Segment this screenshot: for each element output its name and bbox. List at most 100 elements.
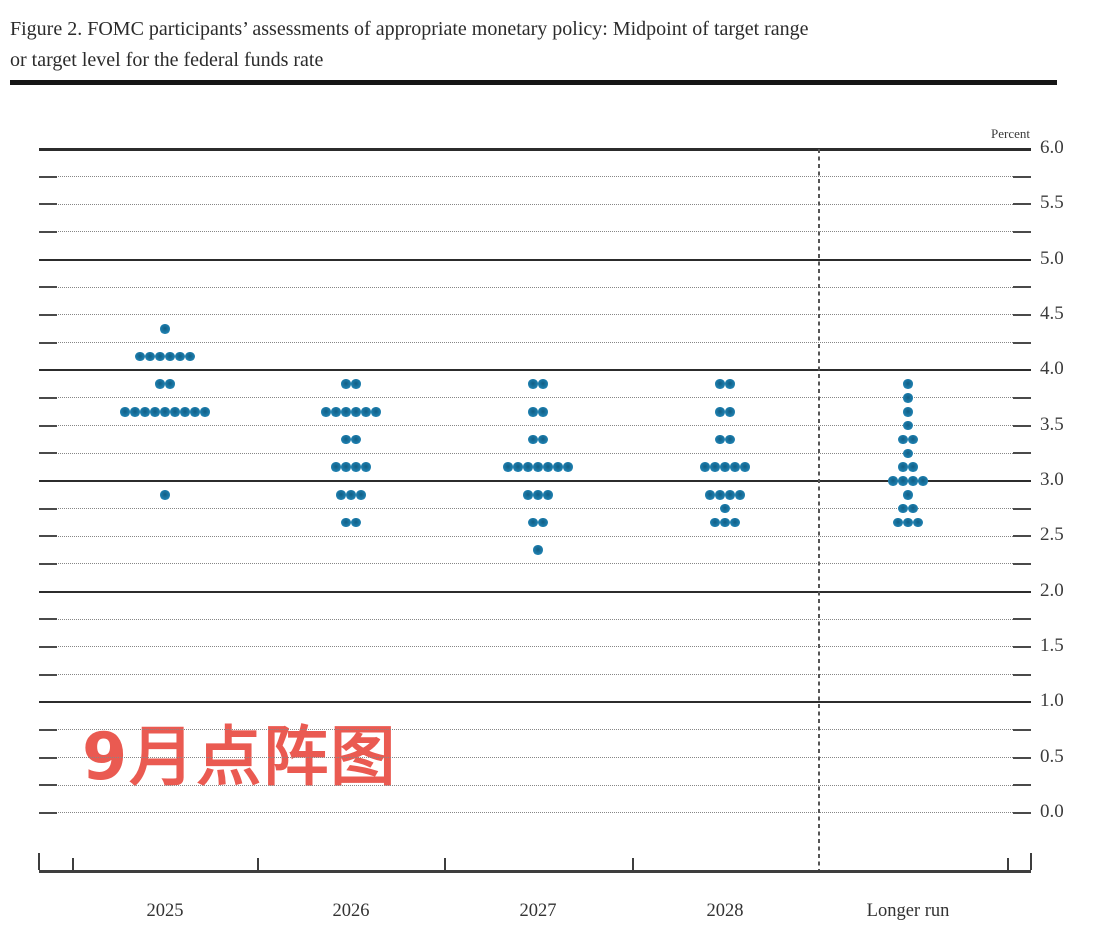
projection-dot bbox=[351, 517, 361, 528]
gridline-right-dash bbox=[1013, 756, 1031, 759]
gridline-left-dash bbox=[39, 728, 57, 731]
gridline-dotted bbox=[39, 175, 1031, 177]
projection-dot bbox=[155, 351, 165, 362]
gridline-left-dash bbox=[39, 341, 57, 344]
projection-dot bbox=[908, 462, 918, 472]
projection-dot bbox=[160, 407, 170, 417]
y-tick-label: 6.0 bbox=[1040, 137, 1064, 158]
projection-dot bbox=[361, 407, 371, 417]
projection-dot bbox=[528, 407, 538, 417]
gridline-left-dash bbox=[39, 313, 57, 316]
projection-dot bbox=[341, 462, 351, 472]
annotation-overlay-text: 9月点阵图 bbox=[82, 720, 398, 795]
projection-dot bbox=[715, 379, 725, 389]
projection-dot bbox=[341, 407, 351, 417]
y-tick-label: 1.5 bbox=[1040, 634, 1064, 656]
gridline-left-dash bbox=[39, 811, 57, 814]
projection-dot bbox=[918, 476, 928, 486]
projection-dot bbox=[903, 517, 913, 528]
gridline-solid bbox=[39, 479, 1031, 482]
projection-dot bbox=[903, 490, 913, 500]
x-axis-tick bbox=[1030, 853, 1032, 870]
gridline-left-dash bbox=[39, 645, 57, 648]
projection-dot bbox=[528, 379, 538, 389]
projection-dot bbox=[523, 462, 533, 472]
gridline-dotted bbox=[39, 673, 1031, 675]
projection-dot bbox=[533, 462, 543, 472]
y-tick-label: 4.5 bbox=[1040, 302, 1064, 324]
x-axis-tick bbox=[444, 858, 446, 870]
projection-dot bbox=[908, 503, 918, 514]
projection-dot bbox=[145, 351, 155, 362]
y-tick-label: 2.0 bbox=[1040, 579, 1064, 601]
projection-dot bbox=[903, 448, 913, 458]
projection-dot bbox=[903, 420, 913, 431]
gridline-left-dash bbox=[39, 175, 57, 178]
projection-dot bbox=[715, 434, 725, 445]
gridline-dotted bbox=[39, 341, 1031, 343]
gridline-right-dash bbox=[1013, 424, 1031, 427]
x-axis-tick bbox=[72, 858, 74, 870]
y-tick-label: 5.5 bbox=[1040, 192, 1064, 214]
projection-dot bbox=[351, 462, 361, 472]
gridline-solid bbox=[39, 147, 1031, 151]
gridline-right-dash bbox=[1013, 535, 1031, 538]
projection-dot bbox=[165, 351, 175, 362]
gridline-dotted bbox=[39, 646, 1031, 648]
x-category-label: 2027 bbox=[519, 901, 557, 921]
projection-dot bbox=[913, 517, 923, 528]
gridline-dotted bbox=[39, 397, 1031, 399]
projection-dot bbox=[720, 517, 730, 528]
projection-dot bbox=[120, 407, 130, 417]
gridline-right-dash bbox=[1013, 618, 1031, 621]
projection-dot bbox=[700, 462, 710, 472]
gridline-left-dash bbox=[39, 756, 57, 759]
gridline-dotted bbox=[39, 756, 1031, 758]
projection-dot bbox=[710, 517, 720, 528]
gridline-solid bbox=[39, 701, 1031, 704]
projection-dot bbox=[351, 434, 361, 445]
projection-dot bbox=[898, 434, 908, 445]
y-axis-unit-label: Percent bbox=[991, 126, 1030, 141]
projection-dot bbox=[170, 407, 180, 417]
y-tick-label: 0.0 bbox=[1040, 800, 1064, 822]
gridline-dotted bbox=[39, 286, 1031, 288]
projection-dot bbox=[190, 407, 200, 417]
gridline-dotted bbox=[39, 507, 1031, 509]
projection-dot bbox=[725, 490, 735, 500]
projection-dot bbox=[351, 379, 361, 389]
projection-dot bbox=[705, 490, 715, 500]
y-tick-label: 4.0 bbox=[1040, 358, 1064, 380]
projection-dot bbox=[135, 351, 145, 362]
y-tick-label: 2.5 bbox=[1040, 524, 1064, 546]
projection-dot bbox=[903, 393, 913, 403]
gridline-left-dash bbox=[39, 203, 57, 206]
gridline-dotted bbox=[39, 563, 1031, 565]
projection-dot bbox=[140, 407, 150, 417]
projection-dot bbox=[356, 490, 366, 500]
projection-dot bbox=[371, 407, 381, 417]
gridline-solid bbox=[39, 369, 1031, 372]
gridline-solid bbox=[39, 590, 1031, 593]
projection-dot bbox=[730, 517, 740, 528]
projection-dot bbox=[351, 407, 361, 417]
projection-dot bbox=[538, 517, 548, 528]
projection-dot bbox=[740, 462, 750, 472]
projection-dot bbox=[908, 434, 918, 445]
figure-title-line2: or target level for the federal funds ra… bbox=[10, 49, 324, 71]
gridline-left-dash bbox=[39, 507, 57, 510]
projection-dot bbox=[503, 462, 513, 472]
gridline-dotted bbox=[39, 812, 1031, 814]
x-axis-tick bbox=[257, 858, 259, 870]
projection-dot bbox=[533, 545, 543, 555]
gridline-right-dash bbox=[1013, 286, 1031, 289]
figure-title-line1: Figure 2. FOMC participants’ assessments… bbox=[10, 18, 809, 40]
projection-dot bbox=[341, 434, 351, 445]
projection-dot bbox=[735, 490, 745, 500]
gridline-right-dash bbox=[1013, 452, 1031, 455]
projection-dot bbox=[341, 379, 351, 389]
gridline-dotted bbox=[39, 729, 1031, 731]
gridline-right-dash bbox=[1013, 507, 1031, 510]
projection-dot bbox=[538, 434, 548, 445]
y-tick-label: 1.0 bbox=[1040, 690, 1064, 712]
